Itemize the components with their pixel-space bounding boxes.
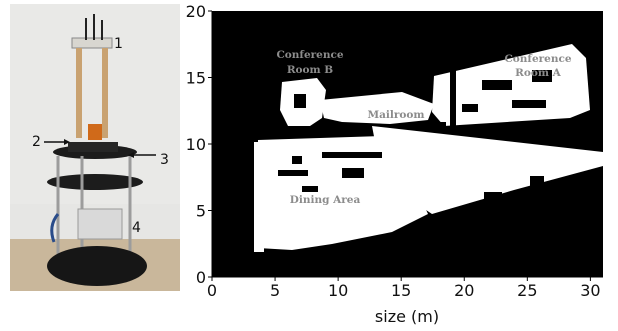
callout-3: 3 [160,152,169,168]
label-dining-area: Dining Area [290,194,361,206]
x-tick-label: 0 [207,281,217,300]
robot-photo: 1 2 3 4 [10,4,180,291]
x-tick-label: 20 [454,281,474,300]
callout-2: 2 [32,134,41,150]
x-tick-label: 5 [270,281,280,300]
label-conference-b-line1: Conference [276,49,343,61]
x-axis-title: size (m) [375,307,439,326]
label-conference-b-line2: Room B [287,64,333,76]
callout-1: 1 [114,36,123,52]
x-tick-label: 30 [580,281,600,300]
y-tick-label: 0 [196,268,206,287]
obstacles [278,70,552,202]
x-tick-label: 10 [328,281,348,300]
label-conference-a-line2: Room A [515,67,561,79]
y-tick-label: 20 [186,2,206,21]
callout-3-arrow [128,152,156,158]
x-ticks: 0 5 10 15 20 25 30 [207,277,601,300]
label-conference-a-line1: Conference [504,53,571,65]
y-tick-label: 10 [186,135,206,154]
x-tick-label: 15 [391,281,411,300]
y-tick-label: 15 [186,69,206,88]
label-mailroom: Mailroom [367,109,424,121]
callout-2-arrow [44,139,70,145]
x-tick-label: 25 [517,281,537,300]
y-tick-label: 5 [196,202,206,221]
callout-4: 4 [132,220,141,236]
y-ticks: 0 5 10 15 20 [186,2,212,287]
occupancy-map: Conference Room B Conference Room A Mail… [186,2,603,326]
